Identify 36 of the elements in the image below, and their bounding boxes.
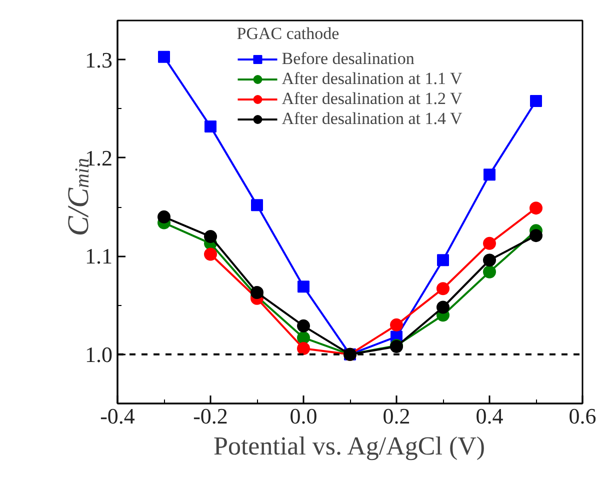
point	[297, 319, 310, 332]
legend-label: Before desalination	[282, 49, 414, 69]
point	[204, 248, 217, 261]
point	[483, 236, 496, 250]
legend-label: After desalination at 1.4 V	[282, 109, 462, 129]
x-tick-label: 0.4	[476, 404, 504, 428]
point	[530, 95, 542, 108]
point	[158, 210, 170, 224]
point	[297, 342, 310, 355]
legend-title: PGAC cathode	[236, 24, 340, 44]
x-tick-label: 0.2	[382, 404, 410, 428]
legend-label: After desalination at 1.1 V	[282, 69, 462, 89]
legend-label: After desalination at 1.2 V	[282, 89, 462, 109]
y-tick-label: 1.0	[85, 342, 112, 367]
x-tick-label: -0.2	[193, 404, 228, 428]
point	[530, 229, 542, 242]
point	[436, 282, 450, 296]
point	[484, 168, 496, 181]
point	[251, 199, 263, 212]
point	[250, 286, 264, 300]
y-tick-label: 1.3	[85, 47, 112, 72]
point	[158, 50, 170, 63]
x-tick-label: -0.4	[100, 404, 135, 428]
y-tick-label: 1.1	[85, 244, 112, 269]
point	[483, 265, 496, 278]
point	[530, 202, 542, 215]
point	[204, 120, 216, 133]
point	[298, 280, 310, 293]
point	[483, 254, 496, 267]
x-tick-label: 0.0	[290, 404, 318, 428]
point	[436, 300, 450, 314]
x-axis-title: Potential vs. Ag/AgCl (V)	[214, 432, 486, 460]
point	[437, 254, 449, 266]
point	[204, 230, 217, 244]
point	[390, 318, 403, 332]
x-tick-label: 0.6	[568, 404, 596, 428]
